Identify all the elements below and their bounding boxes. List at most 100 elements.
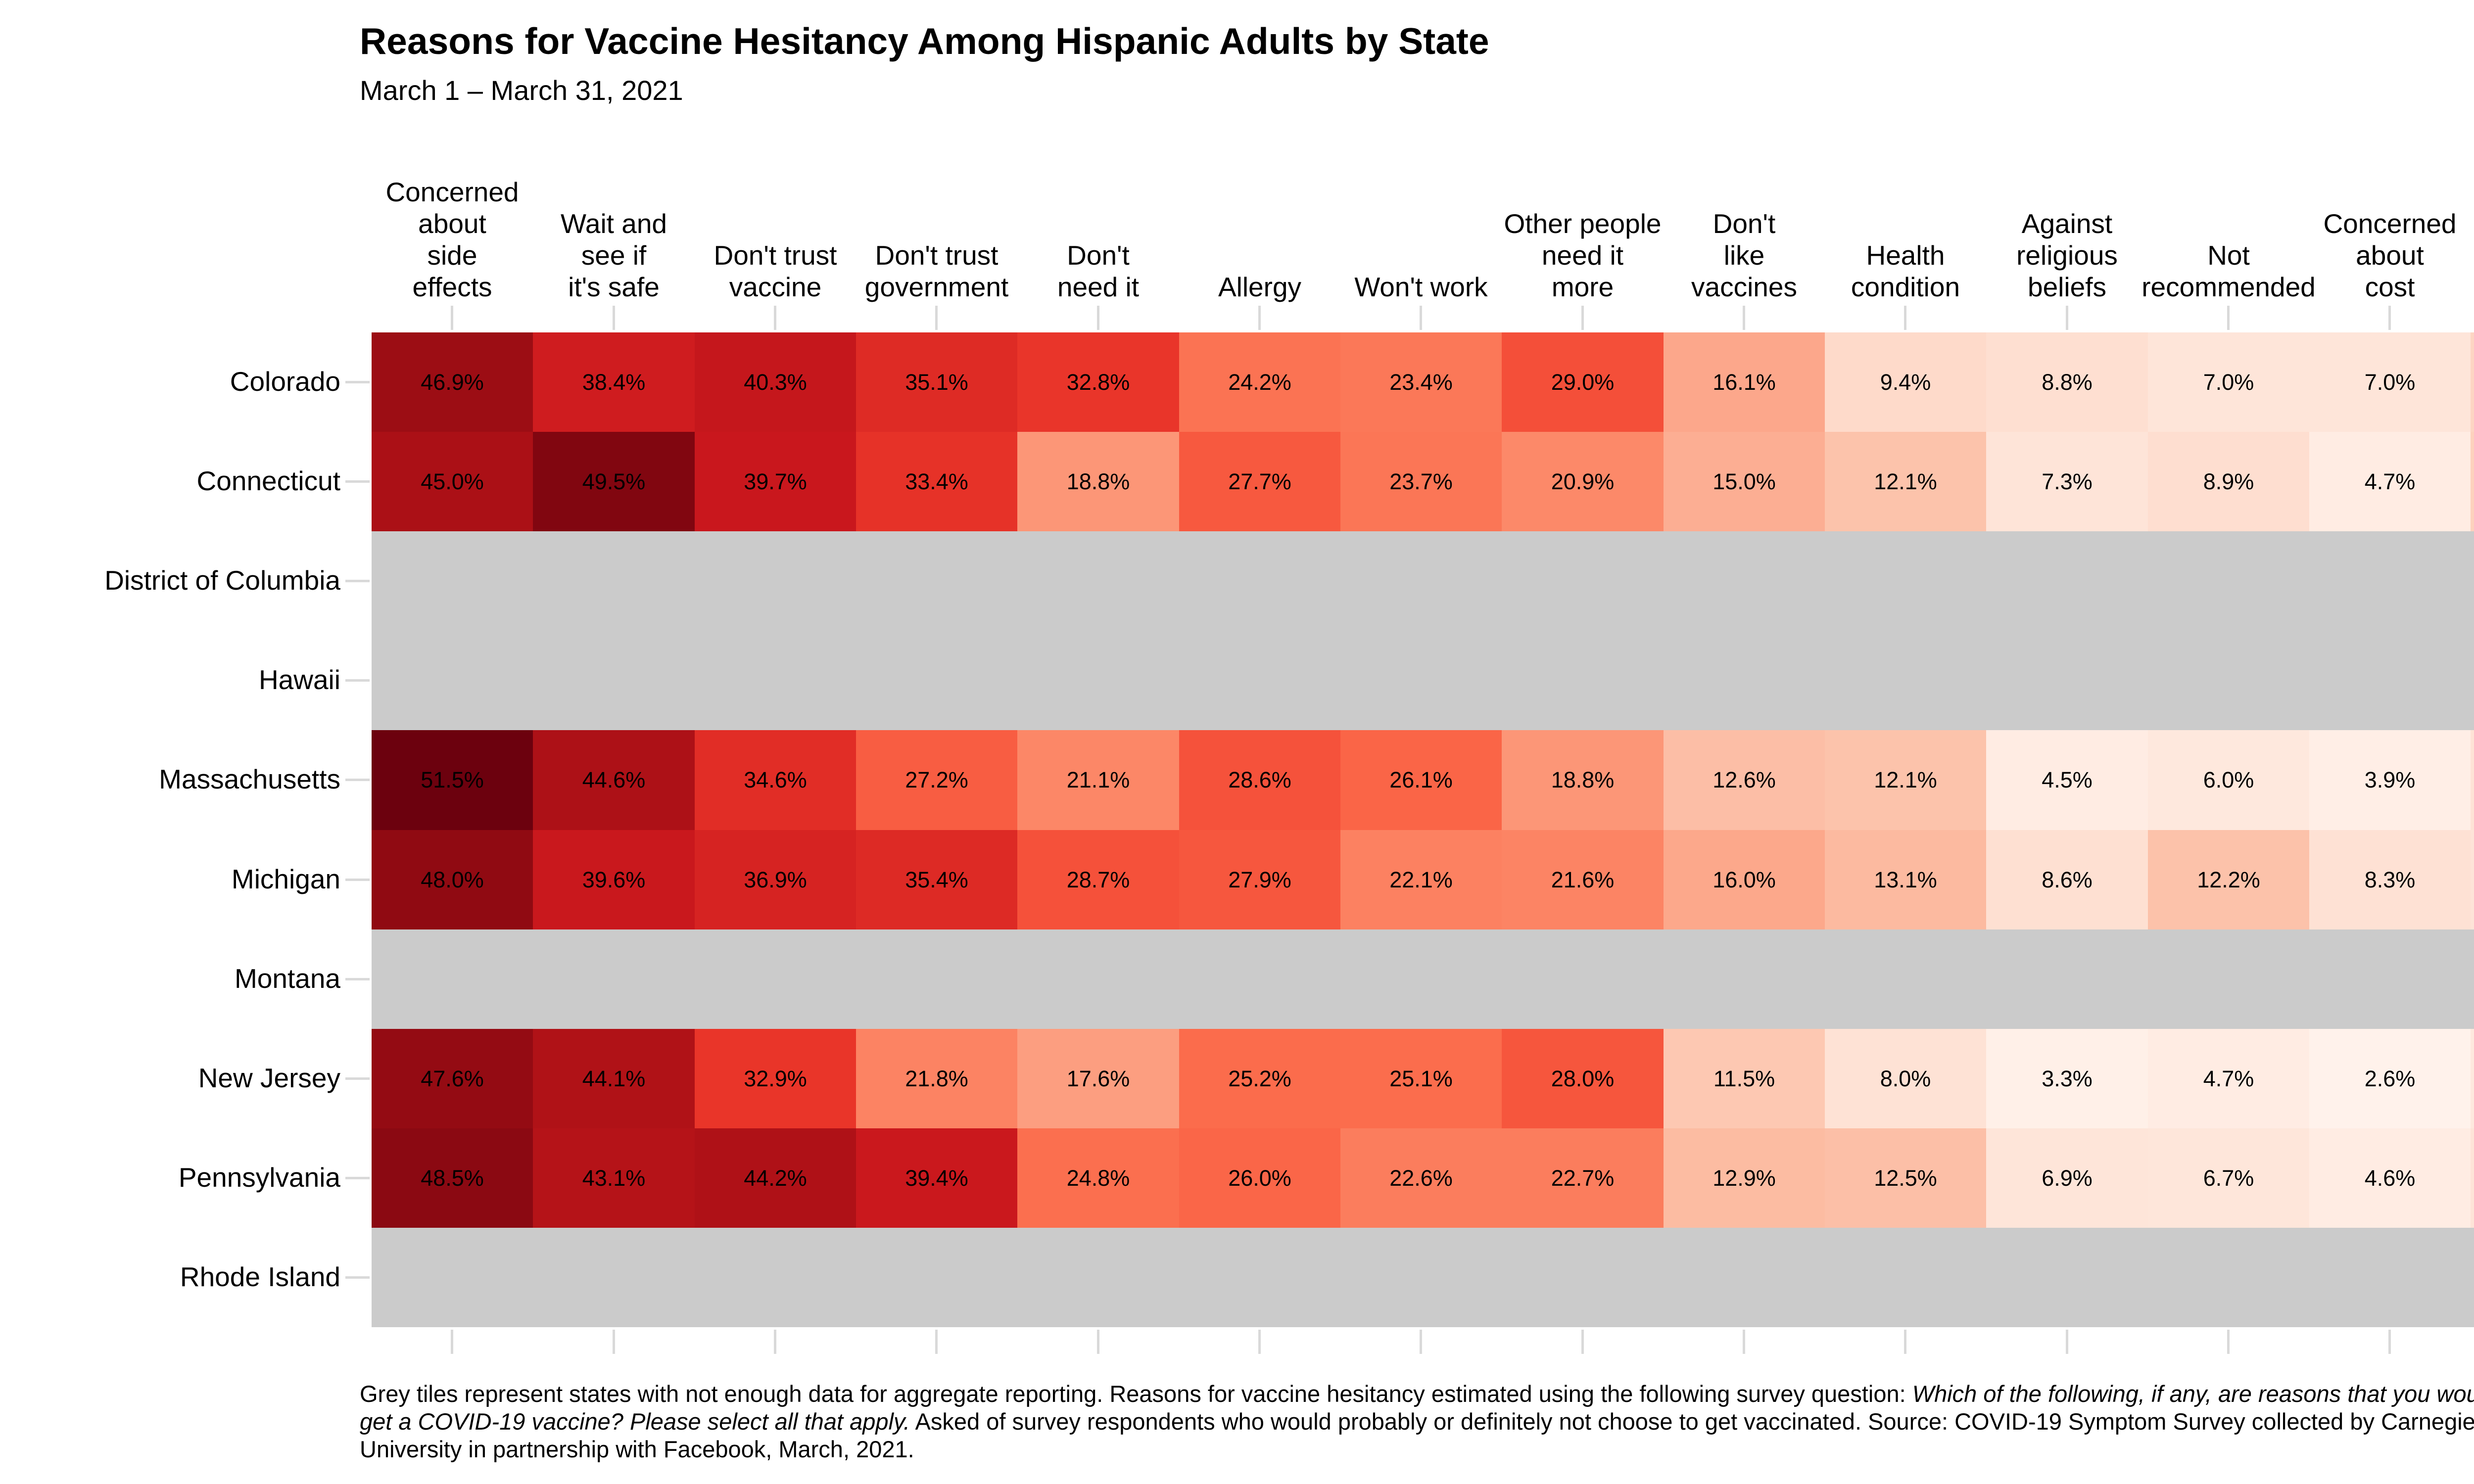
cell-value: 27.9%	[1228, 867, 1291, 892]
cell-value: 48.5%	[421, 1165, 484, 1191]
heatmap-cell: 23.7%	[1340, 432, 1502, 531]
cell-value: 15.0%	[1713, 468, 1776, 494]
heatmap-cell: 4.7%	[2148, 1029, 2309, 1128]
heatmap-cell: 6.9%	[1986, 1128, 2148, 1228]
cell-value: 24.8%	[1066, 1165, 1130, 1191]
heatmap-cell: 46.9%	[372, 332, 533, 432]
cell-value: 7.3%	[2042, 468, 2093, 494]
footnote: Grey tiles represent states with not eno…	[360, 1380, 2474, 1463]
heatmap-cell: 44.1%	[533, 1029, 695, 1128]
cell-value: 46.9%	[421, 369, 484, 395]
heatmap-cell: 23.4%	[1340, 332, 1502, 432]
heatmap-cell: 3.3%	[1986, 1029, 2148, 1128]
column-top-tick	[1581, 306, 1584, 330]
column-bottom-tick	[1097, 1330, 1099, 1354]
heatmap-cell: 32.9%	[695, 1029, 856, 1128]
heatmap-cell: 4.6%	[2309, 1128, 2471, 1228]
heatmap-cell: 35.1%	[856, 332, 1017, 432]
cell-value: 8.3%	[2364, 867, 2416, 892]
row-label: Massachusetts	[159, 764, 340, 794]
heatmap-cell: 8.3%	[2309, 830, 2471, 929]
row-left-tick	[345, 381, 370, 383]
row-left-tick	[345, 1177, 370, 1179]
heatmap-cell: 47.6%	[372, 1029, 533, 1128]
cell-value: 18.8%	[1066, 468, 1130, 494]
cell-value: 26.1%	[1389, 767, 1453, 792]
cell-value: 8.9%	[2203, 468, 2254, 494]
heatmap-cell: 38.4%	[533, 332, 695, 432]
cell-value: 6.7%	[2203, 1165, 2254, 1191]
column-bottom-tick	[935, 1330, 938, 1354]
column-top-tick	[613, 306, 615, 330]
heatmap-cell: 26.1%	[1340, 730, 1502, 830]
heatmap-cell: 4.7%	[2309, 432, 2471, 531]
column-header: Health condition	[1851, 240, 1960, 302]
cell-value: 23.7%	[1389, 468, 1453, 494]
no-data-row	[372, 1228, 2474, 1327]
cell-value: 16.0%	[1713, 867, 1776, 892]
heatmap-cell: 6.0%	[2148, 730, 2309, 830]
cell-value: 36.9%	[744, 867, 807, 892]
heatmap-cell: 3.9%	[2309, 730, 2471, 830]
row-label: Pennsylvania	[178, 1162, 340, 1193]
cell-value: 6.9%	[2042, 1165, 2093, 1191]
chart-title: Reasons for Vaccine Hesitancy Among Hisp…	[360, 20, 1489, 62]
row-left-tick	[345, 679, 370, 682]
cell-value: 47.6%	[421, 1066, 484, 1091]
heatmap-cell: 12.6%	[1664, 730, 1825, 830]
column-header: Concerned about side effects	[385, 177, 519, 302]
heatmap-cell: 8.9%	[2148, 432, 2309, 531]
heatmap-cell: 7.3%	[1986, 432, 2148, 531]
column-bottom-tick	[2388, 1330, 2391, 1354]
cell-value: 3.3%	[2042, 1066, 2093, 1091]
heatmap-cell: 24.2%	[1179, 332, 1340, 432]
heatmap-cell: 6.7%	[2148, 1128, 2309, 1228]
heatmap-cell: 12.1%	[1825, 730, 1986, 830]
heatmap-cell: 21.6%	[1502, 830, 1664, 929]
column-top-tick	[935, 306, 938, 330]
heatmap-cell: 13.1%	[1825, 830, 1986, 929]
column-top-tick	[774, 306, 776, 330]
cell-value: 18.8%	[1551, 767, 1615, 792]
cell-value: 28.7%	[1066, 867, 1130, 892]
heatmap-cell: 9.4%	[1825, 332, 1986, 432]
heatmap-cell: 35.4%	[856, 830, 1017, 929]
cell-value: 44.6%	[582, 767, 646, 792]
heatmap-cell: 43.1%	[533, 1128, 695, 1228]
heatmap-cell: 12.2%	[2148, 830, 2309, 929]
heatmap-cell: 22.7%	[1502, 1128, 1664, 1228]
heatmap-cell: 28.6%	[1179, 730, 1340, 830]
row-label: Montana	[234, 963, 340, 994]
column-header: Allergy	[1218, 272, 1302, 302]
cell-value: 6.0%	[2203, 767, 2254, 792]
cell-value: 40.3%	[744, 369, 807, 395]
heatmap-cell: 8.8%	[1986, 332, 2148, 432]
column-bottom-tick	[2066, 1330, 2068, 1354]
column-top-tick	[2388, 306, 2391, 330]
chart-subtitle: March 1 – March 31, 2021	[360, 75, 683, 106]
cell-value: 8.8%	[2042, 369, 2093, 395]
heatmap-cell: 8.0%	[1825, 1029, 1986, 1128]
cell-value: 25.1%	[1389, 1066, 1453, 1091]
column-top-tick	[1743, 306, 1745, 330]
cell-value: 21.1%	[1066, 767, 1130, 792]
heatmap-cell: 27.9%	[1179, 830, 1340, 929]
cell-value: 21.6%	[1551, 867, 1615, 892]
cell-value: 48.0%	[421, 867, 484, 892]
cell-value: 8.0%	[1880, 1066, 1931, 1091]
cell-value: 16.1%	[1713, 369, 1776, 395]
heatmap-cell: 7.0%	[2148, 332, 2309, 432]
cell-value: 23.4%	[1389, 369, 1453, 395]
heatmap-cell: 25.1%	[1340, 1029, 1502, 1128]
heatmap-cell: 25.2%	[1179, 1029, 1340, 1128]
heatmap-cell: 11.5%	[1664, 1029, 1825, 1128]
column-header: Wait and see if it's safe	[560, 208, 667, 302]
column-header: Concerned about cost	[2323, 208, 2457, 302]
column-header: Not recommended	[2141, 240, 2316, 302]
column-top-tick	[1258, 306, 1261, 330]
heatmap-cell: 7.0%	[2309, 332, 2471, 432]
heatmap-cell: 4.5%	[1986, 730, 2148, 830]
heatmap-cell: 32.8%	[1017, 332, 1179, 432]
cell-value: 12.2%	[2197, 867, 2260, 892]
column-top-tick	[1420, 306, 1422, 330]
